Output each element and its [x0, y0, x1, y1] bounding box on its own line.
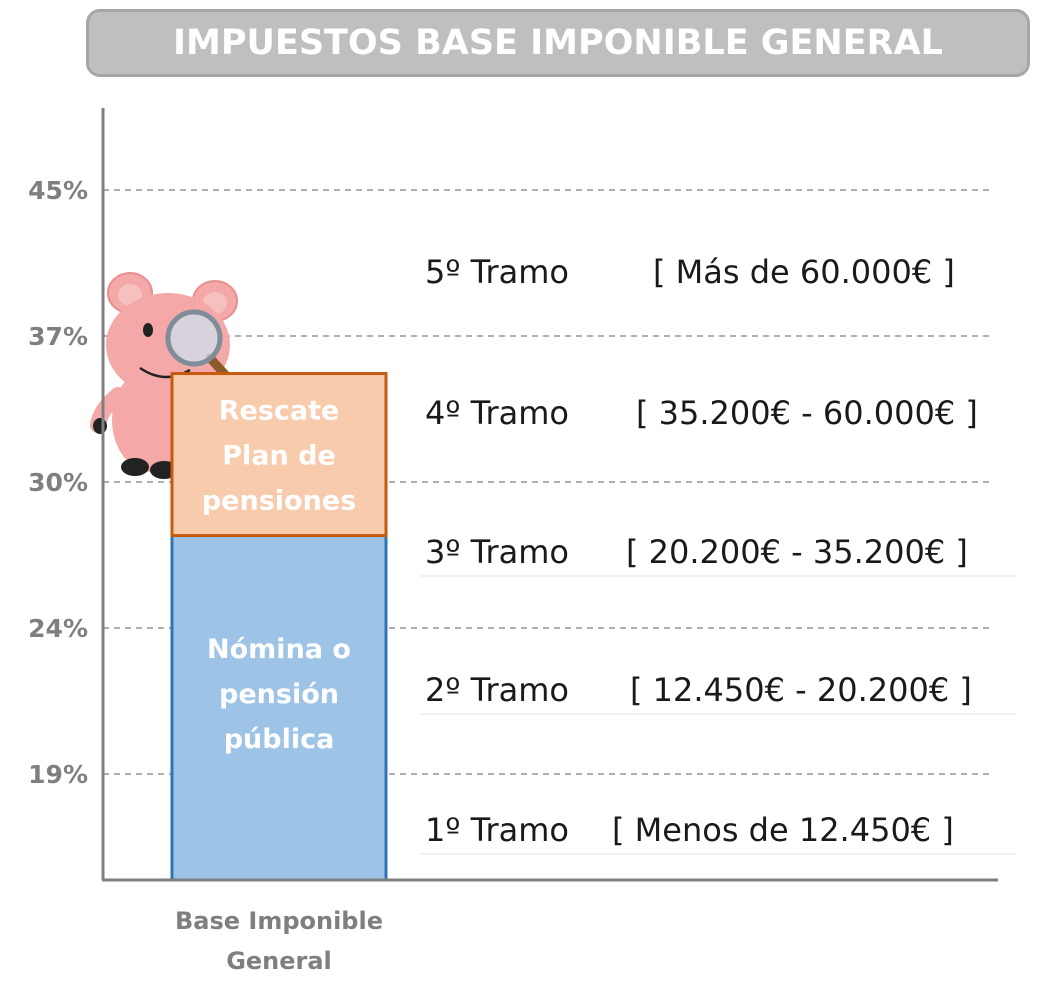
y-tick-label: 37%: [28, 322, 88, 351]
bracket-tramo-label: 4º Tramo: [425, 394, 569, 432]
bracket-range-label: [ Menos de 12.450€ ]: [612, 811, 954, 849]
x-category-line: General: [226, 947, 332, 975]
bracket-row: 4º Tramo [ 35.200€ - 60.000€ ]: [425, 394, 978, 432]
bar-segment-label: Rescate: [219, 396, 340, 427]
x-category-label: Base Imponible General: [175, 907, 383, 975]
bracket-range-label: [ Más de 60.000€ ]: [653, 253, 955, 291]
bracket-tramo-label: 2º Tramo: [425, 671, 569, 709]
bracket-row: 3º Tramo [ 20.200€ - 35.200€ ]: [420, 533, 1016, 577]
axes: [101, 108, 998, 882]
bar-segment: [170, 534, 388, 882]
bar-segment-label: pensión: [219, 679, 339, 710]
bracket-labels: 1º Tramo [ Menos de 12.450€ ] 2º Tramo [ 12…: [420, 253, 1016, 855]
bar-segment-label: pensiones: [202, 486, 356, 517]
y-tick-label: 30%: [28, 468, 88, 497]
bracket-range-label: [ 35.200€ - 60.000€ ]: [636, 394, 978, 432]
page-title: IMPUESTOS BASE IMPONIBLE GENERAL: [173, 23, 943, 63]
bracket-row: 1º Tramo [ Menos de 12.450€ ]: [420, 811, 1016, 855]
y-tick-label: 24%: [28, 614, 88, 643]
title-banner: IMPUESTOS BASE IMPONIBLE GENERAL: [86, 9, 1030, 77]
bracket-range-label: [ 20.200€ - 35.200€ ]: [626, 533, 968, 571]
x-category-line: Base Imponible: [175, 907, 383, 935]
bracket-row: 5º Tramo [ Más de 60.000€ ]: [425, 253, 955, 291]
bar-segment-label: Plan de: [222, 441, 336, 472]
grid-lines: 19% 24% 30% 37% 45%: [28, 176, 990, 789]
bracket-row: 2º Tramo [ 12.450€ - 20.200€ ]: [420, 671, 1016, 715]
bar-segment-label: Nómina o: [207, 634, 351, 665]
bar-segment: [170, 372, 388, 538]
y-tick-label: 19%: [28, 760, 88, 789]
bracket-range-label: [ 12.450€ - 20.200€ ]: [630, 671, 972, 709]
bracket-tramo-label: 5º Tramo: [425, 253, 569, 291]
pig-magnifier-icon: [90, 272, 238, 479]
stacked-bar: Nómina o pensión pública Rescate Plan de pens…: [170, 372, 388, 882]
y-tick-label: 45%: [28, 176, 88, 205]
bracket-tramo-label: 1º Tramo: [425, 811, 569, 849]
bar-segment-label: pública: [224, 724, 335, 755]
bracket-tramo-label: 3º Tramo: [425, 533, 569, 571]
